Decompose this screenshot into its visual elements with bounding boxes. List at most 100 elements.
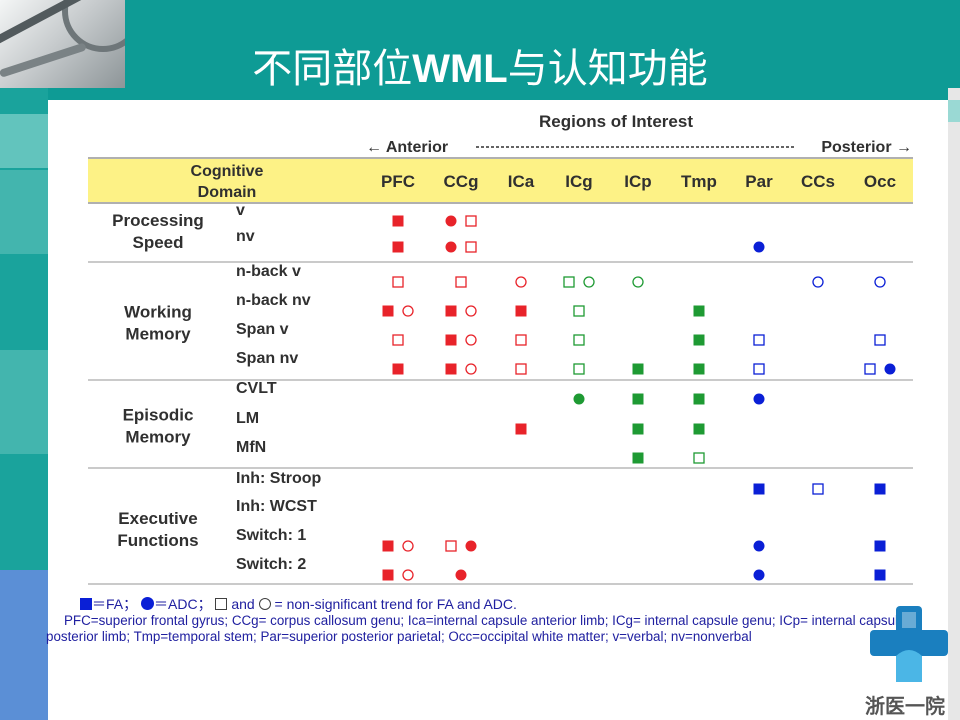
open-square-mark bbox=[455, 276, 467, 288]
filled-square-mark bbox=[515, 305, 527, 317]
filled-circle-mark bbox=[753, 569, 765, 581]
domain-label: Memory bbox=[125, 325, 191, 344]
open-square-mark bbox=[465, 241, 477, 253]
row-label: Span v bbox=[236, 321, 289, 338]
domain-header: Domain bbox=[198, 184, 257, 201]
domain-label: Episodic bbox=[123, 406, 194, 425]
filled-circle-icon bbox=[141, 597, 155, 610]
row-label: v bbox=[236, 202, 245, 219]
filled-square-mark bbox=[632, 452, 644, 464]
row-label: CVLT bbox=[236, 380, 277, 397]
domain-label: Speed bbox=[132, 233, 183, 252]
hospital-logo-text: 浙医一院 bbox=[865, 694, 945, 718]
filled-square-mark bbox=[632, 363, 644, 375]
column-header-par: Par bbox=[745, 172, 773, 191]
regions-title: Regions of Interest bbox=[539, 112, 693, 131]
right-decor-strip bbox=[948, 88, 960, 720]
filled-square-mark bbox=[392, 363, 404, 375]
open-square-mark bbox=[753, 334, 765, 346]
filled-square-icon bbox=[80, 598, 92, 610]
header-band bbox=[0, 0, 960, 88]
domain-label: Processing bbox=[112, 211, 204, 230]
open-circle-mark bbox=[632, 276, 644, 288]
open-circle-mark bbox=[465, 363, 477, 375]
filled-square-mark bbox=[515, 423, 527, 435]
left-decor-strip bbox=[0, 88, 48, 720]
filled-square-mark bbox=[874, 483, 886, 495]
row-label: Span nv bbox=[236, 350, 298, 367]
open-square-mark bbox=[573, 305, 585, 317]
column-header-ica: ICa bbox=[508, 172, 535, 191]
open-square-mark bbox=[392, 276, 404, 288]
header-row-fill bbox=[88, 158, 913, 203]
open-square-mark bbox=[812, 483, 824, 495]
column-header-ccs: CCs bbox=[801, 172, 835, 191]
open-square-icon bbox=[215, 598, 228, 610]
open-square-mark bbox=[693, 452, 705, 464]
column-header-icp: ICp bbox=[624, 172, 651, 191]
filled-square-mark bbox=[445, 334, 457, 346]
legend-fa: ＝FA； bbox=[92, 596, 138, 612]
row-label: Inh: WCST bbox=[236, 498, 317, 515]
filled-circle-mark bbox=[884, 363, 896, 375]
filled-square-mark bbox=[693, 393, 705, 405]
posterior-label: Posterior → bbox=[821, 139, 912, 156]
filled-circle-mark bbox=[753, 540, 765, 552]
open-circle-icon bbox=[258, 598, 271, 610]
filled-square-mark bbox=[382, 569, 394, 581]
filled-square-mark bbox=[632, 423, 644, 435]
filled-circle-mark bbox=[753, 393, 765, 405]
legend-and: and bbox=[227, 596, 259, 612]
open-circle-mark bbox=[812, 276, 824, 288]
row-label: nv bbox=[236, 228, 255, 245]
filled-square-mark bbox=[632, 393, 644, 405]
filled-square-mark bbox=[693, 423, 705, 435]
row-label: LM bbox=[236, 410, 259, 427]
row-label: Switch: 2 bbox=[236, 556, 306, 573]
domain-label: Functions bbox=[117, 531, 198, 550]
domain-label: Working bbox=[124, 303, 192, 322]
open-circle-mark bbox=[874, 276, 886, 288]
slide-title: 不同部位WML与认知功能 bbox=[252, 46, 708, 92]
open-square-mark bbox=[515, 334, 527, 346]
open-square-mark bbox=[445, 540, 457, 552]
filled-square-mark bbox=[382, 540, 394, 552]
row-label: n-back v bbox=[236, 263, 301, 280]
column-header-ccg: CCg bbox=[444, 172, 479, 191]
legend-trend: = non-significant trend for FA and ADC. bbox=[270, 596, 517, 612]
open-square-mark bbox=[874, 334, 886, 346]
filled-circle-mark bbox=[573, 393, 585, 405]
row-label: Inh: Stroop bbox=[236, 470, 322, 487]
domain-label: Executive bbox=[118, 509, 197, 528]
open-circle-mark bbox=[515, 276, 527, 288]
open-square-mark bbox=[753, 363, 765, 375]
filled-circle-mark bbox=[465, 540, 477, 552]
filled-square-mark bbox=[693, 334, 705, 346]
filled-square-mark bbox=[392, 241, 404, 253]
column-header-tmp: Tmp bbox=[681, 172, 717, 191]
open-square-mark bbox=[864, 363, 876, 375]
abbreviations-footnote: PFC=superior frontal gyrus; CCg= corpus … bbox=[46, 613, 906, 644]
open-circle-mark bbox=[583, 276, 595, 288]
open-square-mark bbox=[392, 334, 404, 346]
stethoscope-photo bbox=[0, 0, 125, 88]
filled-circle-mark bbox=[445, 241, 457, 253]
open-square-mark bbox=[573, 363, 585, 375]
roi-cognition-table: Regions of Interest ← Anterior Posterior →… bbox=[88, 112, 913, 585]
open-square-mark bbox=[573, 334, 585, 346]
filled-circle-mark bbox=[753, 241, 765, 253]
anterior-label: ← Anterior bbox=[366, 139, 448, 156]
row-label: Switch: 1 bbox=[236, 527, 306, 544]
domain-header: Cognitive bbox=[191, 163, 264, 180]
filled-circle-mark bbox=[445, 215, 457, 227]
row-label: MfN bbox=[236, 439, 266, 456]
legend-adc: ＝ADC； bbox=[154, 596, 212, 612]
column-header-icg: ICg bbox=[565, 172, 592, 191]
filled-square-mark bbox=[445, 305, 457, 317]
filled-square-mark bbox=[382, 305, 394, 317]
filled-square-mark bbox=[693, 305, 705, 317]
domain-label: Memory bbox=[125, 428, 191, 447]
row-label: n-back nv bbox=[236, 292, 311, 309]
open-circle-mark bbox=[465, 334, 477, 346]
filled-square-mark bbox=[445, 363, 457, 375]
